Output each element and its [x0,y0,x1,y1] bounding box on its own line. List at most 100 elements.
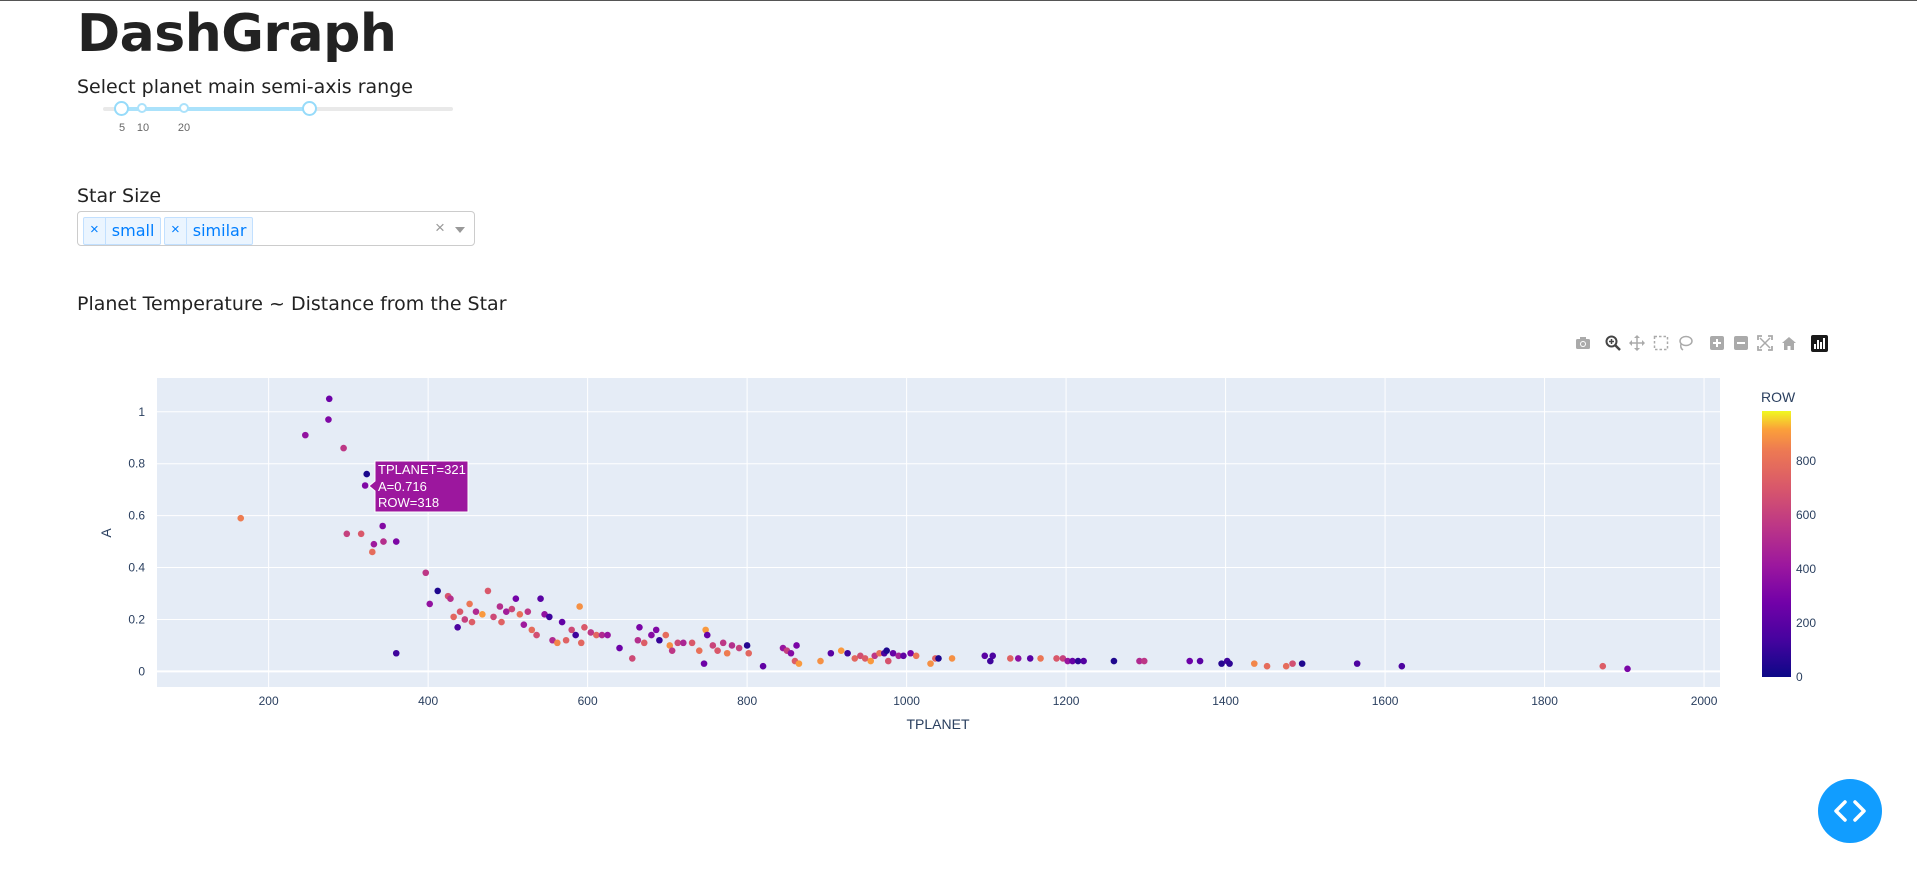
slider-mark-dot[interactable] [179,103,189,113]
data-point[interactable] [456,608,464,615]
camera-icon[interactable] [1572,332,1594,354]
data-point[interactable] [502,608,510,615]
data-point[interactable] [1599,662,1607,670]
data-point[interactable] [468,618,476,626]
data-point[interactable] [587,629,595,636]
clear-all-icon[interactable]: × [435,218,445,237]
data-point[interactable] [1186,657,1193,665]
data-point[interactable] [593,631,600,639]
data-point[interactable] [576,603,583,610]
data-point[interactable] [787,649,795,657]
data-point[interactable] [466,600,473,608]
data-point[interactable] [876,649,883,657]
data-point[interactable] [1110,657,1118,665]
data-point[interactable] [1624,665,1631,673]
data-point[interactable] [512,595,520,603]
data-point[interactable] [907,649,914,657]
slider-track[interactable] [121,107,310,111]
data-point[interactable] [981,652,989,660]
data-point[interactable] [1218,660,1225,667]
data-point[interactable] [640,639,648,647]
remove-chip-icon[interactable]: × [165,218,187,244]
data-point[interactable] [851,655,859,662]
data-point[interactable] [728,642,736,649]
remove-chip-icon[interactable]: × [84,218,106,244]
data-point[interactable] [520,621,528,628]
data-point[interactable] [844,649,851,657]
data-point[interactable] [598,631,606,639]
data-point[interactable] [1353,660,1361,667]
data-point[interactable] [827,649,835,657]
data-point[interactable] [927,660,934,667]
data-point[interactable] [1080,657,1087,665]
data-point[interactable] [743,642,751,649]
data-point[interactable] [1140,657,1148,665]
data-point[interactable] [861,655,869,662]
data-point[interactable] [537,595,544,603]
data-point[interactable] [703,631,711,639]
data-point[interactable] [572,631,579,639]
data-point[interactable] [363,470,371,478]
data-point[interactable] [636,623,643,631]
data-point[interactable] [759,662,767,670]
data-point[interactable] [325,416,332,423]
data-point[interactable] [674,639,682,647]
data-point[interactable] [1053,655,1060,662]
data-point[interactable] [1298,660,1306,667]
data-point[interactable] [662,631,670,639]
data-point[interactable] [237,514,245,522]
data-point[interactable] [745,649,753,657]
data-point[interactable] [634,636,642,644]
data-point[interactable] [702,626,709,634]
data-point[interactable] [1064,657,1071,665]
data-point[interactable] [666,642,674,649]
zoom-in-icon[interactable] [1706,332,1728,354]
data-point[interactable] [568,626,575,634]
dev-tools-button[interactable] [1818,779,1882,843]
data-point[interactable] [795,660,803,667]
data-point[interactable] [883,647,890,654]
data-point[interactable] [1250,660,1258,667]
data-point[interactable] [1069,657,1076,665]
data-point[interactable] [867,657,875,665]
data-point[interactable] [889,649,897,657]
data-point[interactable] [688,639,696,647]
pan-icon[interactable] [1626,332,1648,354]
data-point[interactable] [987,657,994,665]
data-point[interactable] [616,644,623,652]
data-point[interactable] [1014,655,1022,662]
data-point[interactable] [1074,657,1082,665]
data-point[interactable] [380,538,387,545]
data-point[interactable] [392,538,400,545]
plot-area[interactable] [157,378,1720,687]
zoom-icon[interactable] [1602,332,1624,354]
data-point[interactable] [498,618,505,626]
data-point[interactable] [496,603,504,610]
data-point[interactable] [735,644,743,652]
data-point[interactable] [895,652,902,660]
reset-axes-icon[interactable] [1778,332,1800,354]
data-point[interactable] [837,647,845,654]
data-point[interactable] [434,587,442,595]
data-point[interactable] [558,618,566,626]
data-point[interactable] [472,608,480,615]
data-point[interactable] [912,652,920,660]
data-point[interactable] [524,608,532,615]
data-point[interactable] [533,631,540,639]
data-point[interactable] [343,530,351,538]
data-point[interactable] [357,530,365,538]
data-point[interactable] [1037,655,1044,662]
data-point[interactable] [302,431,309,439]
data-point[interactable] [461,616,469,623]
data-point[interactable] [884,657,892,665]
data-point[interactable] [1398,662,1406,670]
data-point[interactable] [479,610,486,618]
data-point[interactable] [935,655,942,662]
slider-mark-dot[interactable] [137,103,147,113]
autoscale-icon[interactable] [1754,332,1776,354]
data-point[interactable] [989,652,997,660]
zoom-out-icon[interactable] [1730,332,1752,354]
data-point[interactable] [628,655,636,662]
lasso-icon[interactable] [1674,332,1696,354]
data-point[interactable] [379,522,386,530]
